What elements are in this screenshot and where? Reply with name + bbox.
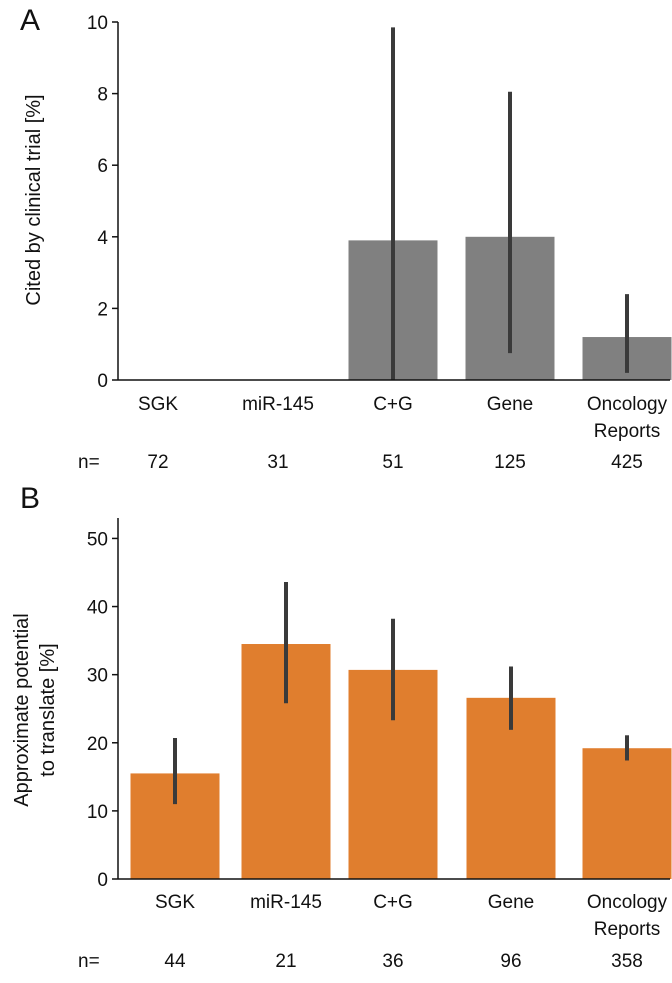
- n-prefix-label: n=: [78, 951, 100, 972]
- n-count-label: 51: [382, 452, 403, 473]
- n-count-label: 36: [382, 951, 403, 972]
- y-tick-label: 2: [97, 299, 108, 320]
- y-tick-label: 20: [87, 734, 108, 755]
- y-axis-title: Cited by clinical trial [%]: [23, 94, 45, 305]
- x-tick-label: C+G: [373, 892, 413, 913]
- y-tick-label: 8: [97, 85, 108, 106]
- n-count-label: 44: [164, 951, 186, 972]
- n-count-label: 125: [494, 452, 526, 473]
- y-tick-label: 40: [87, 598, 108, 619]
- panel-letter: A: [20, 4, 40, 37]
- bar: [582, 748, 672, 879]
- x-tick-label: Reports: [594, 919, 661, 940]
- x-tick-label: SGK: [155, 892, 195, 913]
- x-tick-label: Oncology: [587, 892, 668, 913]
- y-axis-title: Approximate potential: [11, 613, 33, 806]
- n-prefix-label: n=: [78, 452, 100, 473]
- x-tick-label: Reports: [594, 421, 661, 442]
- y-tick-label: 4: [97, 228, 108, 249]
- panel-a: A 0 2 4 6 8 10 SGK miR-145 C+G Gene Oncology Reports…: [20, 4, 672, 473]
- y-tick-label: 0: [97, 870, 108, 891]
- x-tick-label: miR-145: [250, 892, 322, 913]
- x-tick-label: C+G: [373, 394, 413, 415]
- n-count-label: 425: [611, 452, 643, 473]
- x-tick-label: SGK: [138, 394, 178, 415]
- n-count-label: 72: [147, 452, 168, 473]
- n-count-label: 358: [611, 951, 643, 972]
- n-count-label: 21: [275, 951, 296, 972]
- x-tick-label: Gene: [487, 394, 533, 415]
- n-count-label: 31: [267, 452, 288, 473]
- panel-b: B 0 10 20 30 40 50 SGK miR-145 C+G Gene Oncology Rep…: [11, 482, 672, 972]
- y-axis-title: to translate [%]: [37, 643, 59, 776]
- y-tick-label: 30: [87, 666, 108, 687]
- y-tick-label: 6: [97, 156, 108, 177]
- y-tick-label: 10: [87, 802, 108, 823]
- x-tick-label: Gene: [488, 892, 534, 913]
- y-tick-label: 0: [97, 371, 108, 392]
- y-tick-label: 50: [87, 529, 108, 550]
- x-tick-label: miR-145: [242, 394, 314, 415]
- x-tick-label: Oncology: [587, 394, 668, 415]
- panel-letter: B: [20, 482, 40, 515]
- n-count-label: 96: [500, 951, 521, 972]
- y-tick-label: 10: [87, 13, 108, 34]
